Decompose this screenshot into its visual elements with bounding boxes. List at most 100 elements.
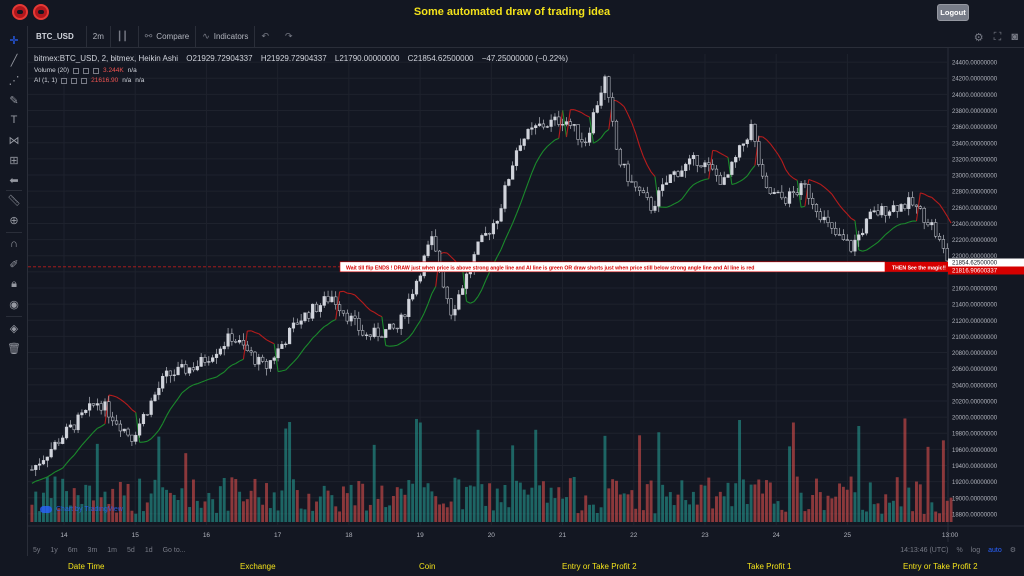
back-arrow-icon[interactable]: ⬅ [9,174,19,187]
range-5y[interactable]: 5y [33,546,41,554]
price-chart[interactable]: 24400.00000000 24200.00000000 24000.000000… [28,48,1024,542]
time-tick-label: 14 [60,532,68,539]
candle-body [387,323,392,330]
prediction-icon[interactable]: ⊞ [9,154,19,167]
tradingview-watermark[interactable]: Chart by TradingView [40,506,123,513]
ai-line-segment [169,403,175,410]
range-1d[interactable]: 1d [144,546,153,554]
redo-button[interactable]: ↷ [279,26,303,48]
ai-line-segment [112,395,117,398]
log-toggle[interactable]: log [970,546,981,554]
chart-pane[interactable]: 24400.00000000 24200.00000000 24000.000000… [28,48,1024,542]
range-6m[interactable]: 6m [67,546,78,554]
pattern-icon[interactable]: ⋈ [8,134,20,147]
range-5d[interactable]: 5d [127,546,135,554]
ai-line-segment [543,146,548,152]
brush-icon[interactable]: ✎ [9,94,19,107]
legend-title[interactable]: bitmex:BTC_USD, 2, bitmex, Heikin Ashi [34,54,179,63]
range-3m[interactable]: 3m [87,546,98,554]
candle-body [134,434,138,442]
volume-bar [795,476,799,522]
close-icon[interactable] [93,67,100,74]
trend-line-icon[interactable]: ╱ [10,54,18,67]
goto-button[interactable]: Go to... [162,546,186,554]
auto-toggle[interactable]: auto [988,546,1002,554]
logout-button[interactable]: Logout [937,4,969,21]
volume-indicator-legend[interactable]: Volume (20) 3.244K n/a [34,67,137,74]
volume-bar [595,512,599,522]
candle-body [357,318,361,331]
ai-line-segment [908,220,913,223]
range-1m[interactable]: 1m [107,546,118,554]
trash-icon[interactable]: 🗑︎ [7,342,21,355]
annotation-cta-text: THEN See the magic!! [892,265,946,271]
indicators-button[interactable]: ∿ Indicators [196,25,256,48]
settings-icon[interactable]: ⚙ [1009,547,1016,554]
candle-body [641,190,646,194]
candle-body [188,367,192,374]
stay-drawing-icon[interactable]: ✐ [9,258,19,271]
ai-line-segment [223,367,229,373]
ai-line-segment [635,133,641,147]
magnet-icon[interactable]: ∩ [10,238,18,250]
settings-icon[interactable]: ⚙ [973,31,984,44]
volume-bar [738,419,742,522]
candle-body [84,409,88,413]
close-icon[interactable] [81,77,88,84]
volume-bar [307,493,311,522]
ai-line-segment [515,203,521,215]
candle-body [664,182,669,185]
ai-line-segment [481,280,487,290]
divider [6,190,22,191]
price-tick-label: 19600.00000000 [952,448,998,454]
volume-bar [161,487,165,522]
layers-icon[interactable]: ◈ [9,322,19,335]
camera-icon[interactable]: ◙ [1011,31,1018,43]
percent-toggle[interactable]: % [956,546,963,554]
volume-bar [911,511,915,522]
volume-bar [780,509,784,522]
eye-icon[interactable]: ◉ [9,298,19,311]
lock-icon[interactable]: 🔒︎ [11,277,17,290]
candle-body [403,314,407,317]
volume-bar [80,503,84,522]
ai-line-segment [189,384,194,388]
candle-body [553,116,557,121]
volume-bar [903,418,907,522]
ai-line-segment [327,320,333,325]
range-1y[interactable]: 1y [50,546,58,554]
text-icon[interactable]: T [10,114,18,126]
ai-line-segment [585,114,590,118]
candle-body [618,148,622,166]
volume-bar [907,487,911,522]
compare-button[interactable]: ⚯ Compare [139,25,197,48]
candle-body [126,428,130,436]
ai-line-segment [604,129,610,133]
undo-button[interactable]: ↶ [255,26,279,48]
ai-line-segment [527,172,533,184]
symbol-search[interactable]: BTC_USD [28,25,87,48]
volume-bar [711,508,715,522]
eye-icon[interactable] [61,77,68,84]
ai-line-segment [150,434,156,440]
ai-line-segment [227,364,233,369]
ruler-icon[interactable]: 📏︎ [7,194,21,207]
candle-body [268,360,272,369]
fullscreen-icon[interactable]: ⛶ [993,30,1002,43]
candle-body [503,185,507,209]
ai-line-segment [777,154,783,162]
settings-icon[interactable] [83,67,90,74]
ai-line-segment [262,336,267,341]
eye-icon[interactable] [73,67,80,74]
chart-type-button[interactable]: ┃┃ [111,25,139,48]
candle-body [141,414,146,425]
candle-body [457,294,461,310]
ai-indicator-legend[interactable]: AI (1, 1) 21616.90 n/a n/a [34,77,144,84]
settings-icon[interactable] [71,77,78,84]
crosshair-icon[interactable]: ✛ [9,34,19,47]
fib-icon[interactable]: ⋰ [8,74,20,87]
volume-na: n/a [127,67,137,74]
zoom-in-icon[interactable]: ⊕ [9,214,19,227]
interval-selector[interactable]: 2m [87,25,111,48]
ai-line-segment [323,323,329,328]
